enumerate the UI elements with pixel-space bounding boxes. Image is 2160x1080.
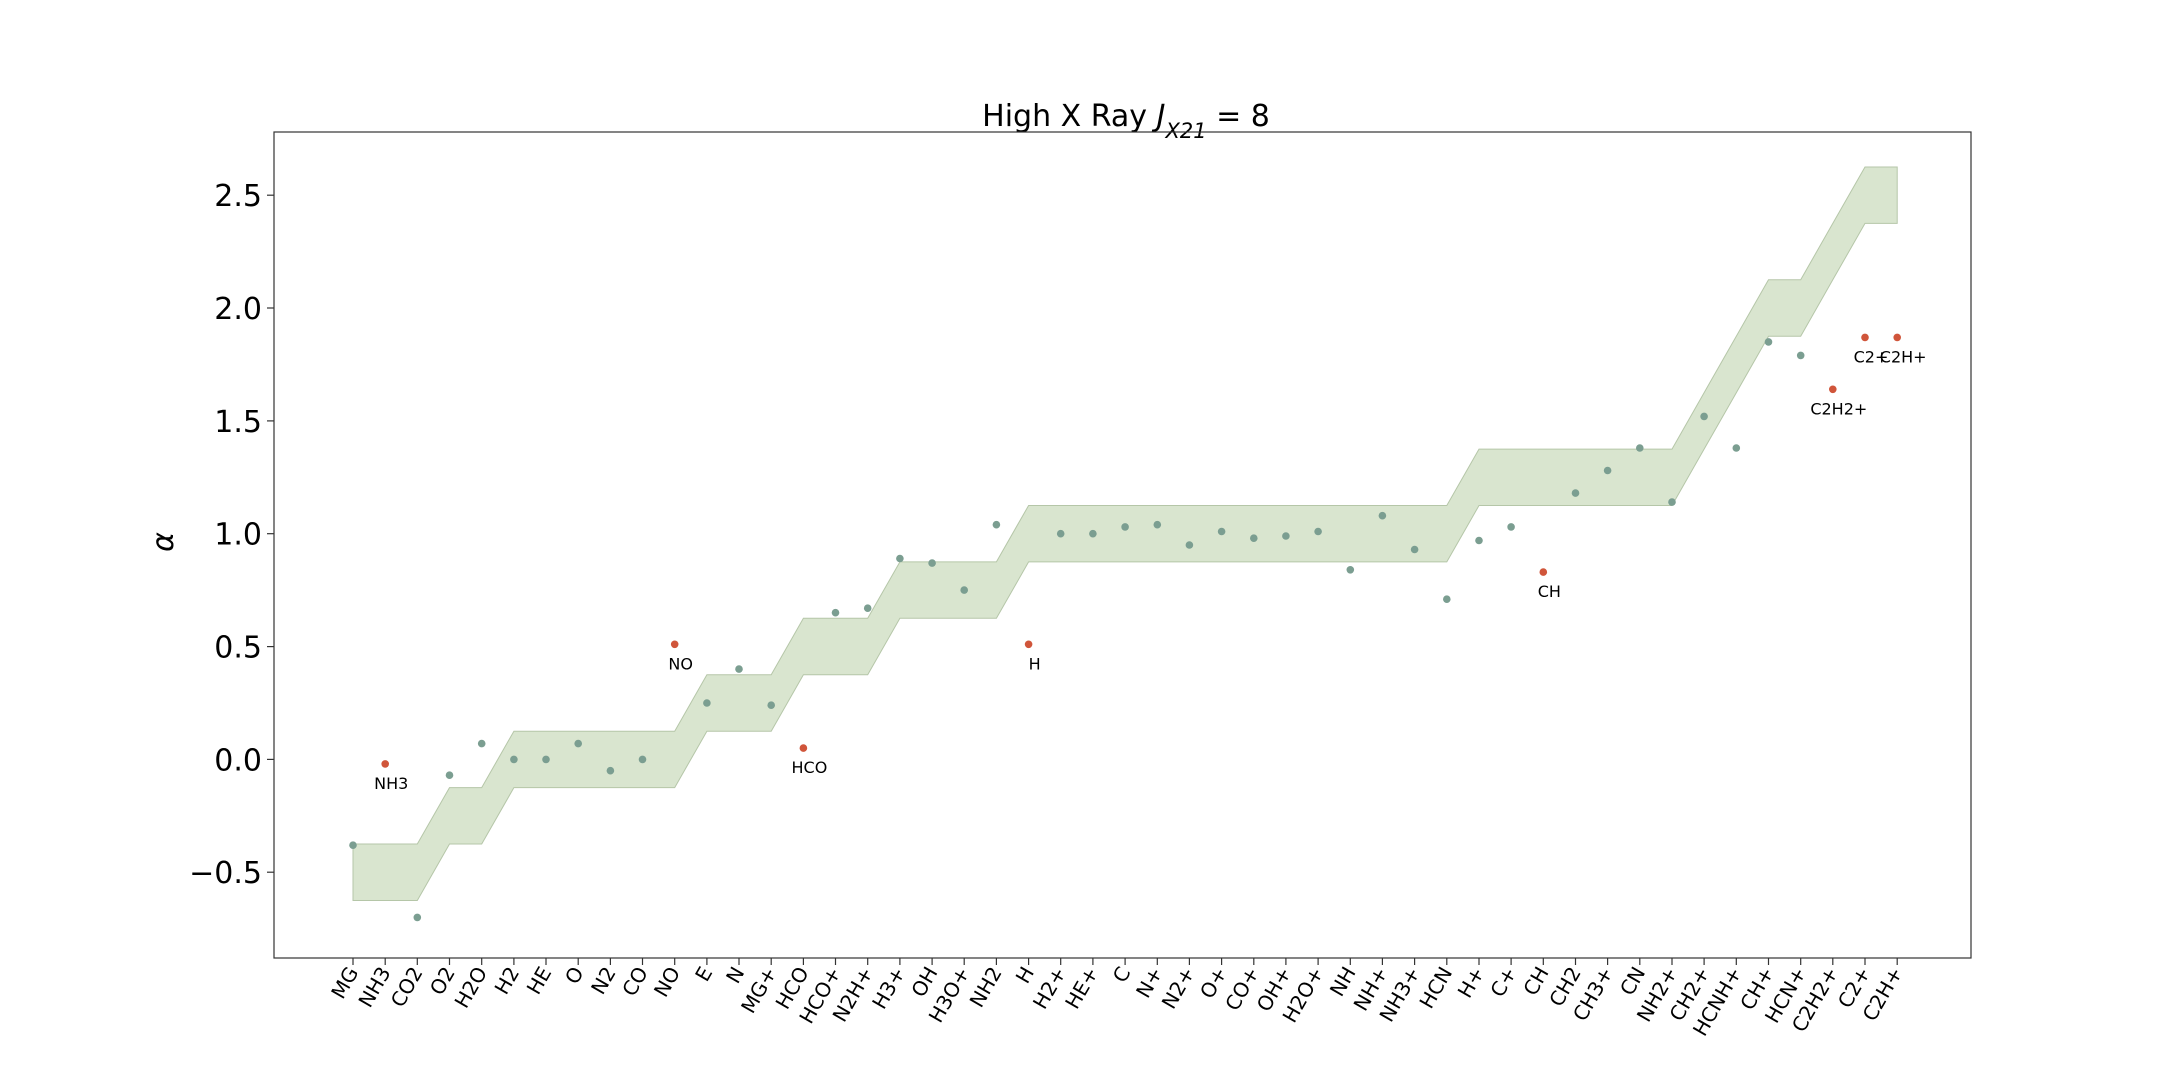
y-tick-label: −0.5 (189, 856, 262, 891)
data-point-nh2 (992, 520, 1001, 529)
x-tick-label: HCN (1414, 963, 1457, 1013)
x-tick-label: O (560, 963, 589, 989)
outlier-point-c2-plus (1861, 333, 1869, 342)
data-point-mg-plus (767, 701, 775, 709)
data-point-o-plus (1217, 527, 1226, 536)
point-layer (349, 333, 1901, 922)
data-point-c-plus (1507, 523, 1515, 531)
data-point-nh (1346, 566, 1355, 574)
band-layer (352, 166, 1898, 901)
outlier-point-h (1024, 640, 1033, 649)
y-tick-label: 0.5 (214, 631, 262, 666)
data-point-h2-plus (1056, 529, 1065, 538)
data-point-he (542, 755, 550, 764)
data-point-ch-plus (1764, 338, 1773, 346)
annotation-c2h2-plus: C2H2+ (1810, 399, 1867, 418)
data-point-n (735, 665, 743, 673)
annotation-nh3: NH3 (374, 774, 408, 793)
annotation-c2-plus: C2+ (1854, 347, 1889, 366)
chart-title: High X Ray JX21 = 8 (982, 99, 1270, 143)
x-tick-label: NO (649, 963, 685, 1002)
outlier-point-ch (1539, 568, 1548, 576)
data-point-nh2-plus (1668, 498, 1676, 506)
data-point-ch3-plus (1603, 466, 1612, 475)
annotation-layer: NH3 NO HCO H CH C2H2+ C2+C2H+ (374, 347, 1926, 793)
data-point-he-plus (1089, 529, 1097, 538)
data-point-n2 (606, 766, 615, 775)
outlier-point-hco (799, 744, 808, 752)
annotation-ch: CH (1538, 582, 1561, 601)
data-point-ch2-plus (1700, 412, 1708, 421)
x-tick-label: CO2 (386, 963, 428, 1012)
outlier-point-c2h2-plus (1829, 385, 1837, 394)
data-point-h2o (477, 739, 486, 748)
x-tick-label: HE (522, 963, 557, 999)
data-point-h2o-plus (1314, 527, 1322, 536)
data-point-hcn-plus (1796, 351, 1805, 360)
x-tick-label: HE+ (1060, 963, 1103, 1013)
chart-title-text: High X Ray (982, 99, 1147, 134)
data-point-o (574, 739, 582, 748)
x-tick-label: H2+ (1028, 963, 1071, 1014)
x-tick-label: H2 (490, 963, 525, 999)
x-tick-label: C (1108, 963, 1136, 987)
data-point-n2-plus (1185, 541, 1194, 549)
y-tick-label: 1.5 (214, 405, 262, 440)
annotation-c2h-plus: C2H+ (1880, 347, 1927, 366)
data-point-h2 (510, 755, 518, 764)
data-point-h3o-plus (960, 586, 968, 594)
data-point-co2 (413, 913, 422, 922)
data-point-hco-plus (831, 608, 840, 617)
data-point-e (703, 699, 711, 707)
chart-title-math-sub: X21 (1164, 119, 1206, 143)
y-axis-label: α (146, 532, 181, 552)
x-tick-label: H+ (1453, 963, 1490, 1003)
y-tick-label: 2.0 (214, 292, 262, 327)
data-point-n2h-plus (863, 604, 872, 612)
y-tick-label: 2.5 (214, 179, 262, 214)
data-point-mg (349, 841, 357, 849)
x-tick-label: E (690, 963, 717, 986)
chart-title-math-rhs: = 8 (1207, 99, 1270, 134)
data-point-h-plus (1475, 536, 1483, 545)
x-tick-label: MG+ (736, 963, 782, 1018)
x-tick-label: CO (617, 963, 653, 1001)
data-point-cn (1636, 444, 1644, 452)
data-point-co-plus (1250, 534, 1258, 542)
outlier-point-c2h-plus (1893, 333, 1901, 342)
expected-range-band (352, 166, 1898, 901)
annotation-hco: HCO (792, 758, 828, 777)
x-tick-label: N2+ (1157, 963, 1200, 1013)
x-tick-label: N2 (586, 963, 621, 999)
x-tick-label: H3+ (867, 963, 910, 1014)
y-tick-label: 1.0 (214, 518, 262, 553)
x-tick-label: NH3 (353, 963, 395, 1012)
x-tick-label: H2O (449, 963, 492, 1013)
data-point-co (638, 755, 647, 764)
x-tick-label: H (1011, 963, 1039, 988)
data-point-oh-plus (1282, 532, 1290, 540)
data-point-c (1121, 523, 1129, 531)
data-point-hcnh-plus (1732, 444, 1741, 452)
outlier-point-nh3 (381, 760, 390, 768)
annotation-h: H (1029, 654, 1041, 673)
outlier-point-no (670, 640, 679, 649)
data-point-nh3-plus (1410, 545, 1419, 554)
x-tick-label: N (721, 963, 749, 988)
data-point-nh-plus (1378, 511, 1387, 520)
annotation-no: NO (668, 654, 693, 673)
data-point-h3-plus (896, 554, 904, 563)
data-point-ch2 (1571, 489, 1580, 497)
plot-frame (273, 131, 1972, 959)
data-point-hcn (1443, 595, 1451, 603)
x-tick-label: NH2 (965, 963, 1007, 1012)
data-point-oh (928, 559, 936, 567)
y-tick-label: 0.0 (214, 743, 262, 778)
data-point-o2 (445, 771, 454, 779)
x-tick-label: C+ (1485, 963, 1521, 1002)
data-point-n-plus (1153, 520, 1162, 529)
